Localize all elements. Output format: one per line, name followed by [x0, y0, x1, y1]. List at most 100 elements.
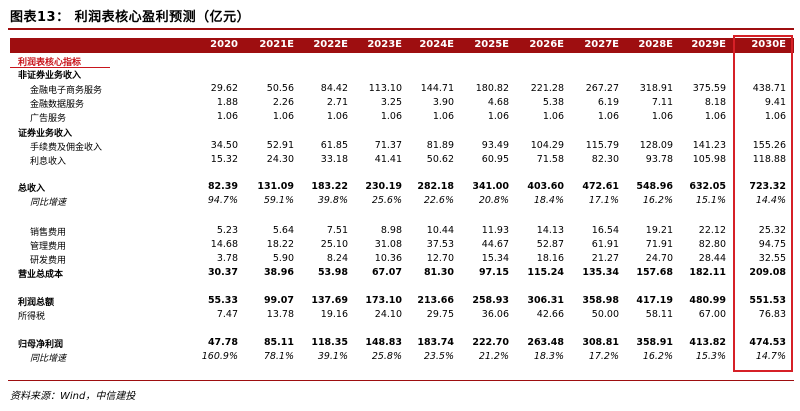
table-cell: 37.53 [426, 239, 454, 250]
table-cell: 6.19 [597, 97, 619, 108]
table-cell: 3.25 [380, 97, 402, 108]
table-cell: 10.36 [374, 253, 402, 264]
table-cell: 8.18 [704, 97, 726, 108]
table-cell: 2.71 [326, 97, 348, 108]
table-cell: 1.06 [272, 111, 294, 122]
table-row: 非证券业务收入 [10, 67, 794, 81]
table-row: 同比增速 94.7% 59.1% 39.8% 25.6% 22.6% 20.8% 18.4% 1… [10, 194, 794, 208]
column-header: 2022E [313, 39, 348, 50]
table-cell: 14.68 [210, 239, 238, 250]
table-cell: 50.00 [591, 309, 619, 320]
table-header-row: 2020 2021E 2022E 2023E 2024E 2025E 2026E 2027E 2… [10, 38, 794, 53]
table-row: 归母净利润 47.78 85.11 118.35 148.83 183.74 222.70 2… [10, 336, 794, 350]
table-cell: 358.91 [636, 337, 673, 348]
table-cell: 39.8% [317, 195, 348, 206]
table-cell: 93.49 [481, 140, 509, 151]
table-cell: 1.06 [704, 111, 726, 122]
row-label: 归母净利润 [18, 340, 64, 350]
table-cell: 1.88 [216, 97, 238, 108]
table-cell: 24.30 [266, 154, 294, 165]
table-cell: 1.06 [326, 111, 348, 122]
table-cell: 31.08 [374, 239, 402, 250]
table-cell: 474.53 [749, 337, 786, 348]
table-cell: 50.56 [266, 83, 294, 94]
table-cell: 14.13 [536, 225, 564, 236]
row-label: 金融数据服务 [30, 100, 85, 110]
table-cell: 148.83 [365, 337, 402, 348]
table-cell: 180.82 [475, 83, 509, 94]
table-cell: 7.51 [326, 225, 348, 236]
table-cell: 25.8% [371, 351, 402, 362]
table-cell: 67.07 [371, 267, 402, 278]
table-cell: 209.08 [749, 267, 786, 278]
table-cell: 20.8% [478, 195, 509, 206]
column-header: 2030E [751, 39, 786, 50]
table-cell: 22.6% [423, 195, 454, 206]
table-row: 手续费及佣金收入 34.50 52.91 61.85 71.37 81.89 93.49 10… [10, 139, 794, 153]
table-cell: 81.89 [426, 140, 454, 151]
table-cell: 18.16 [536, 253, 564, 264]
table-cell: 318.91 [639, 83, 673, 94]
table-cell: 472.61 [582, 181, 619, 192]
table-cell: 7.11 [651, 97, 673, 108]
table-cell: 7.47 [216, 309, 238, 320]
row-label: 管理费用 [30, 242, 67, 252]
table-cell: 3.78 [216, 253, 238, 264]
column-header: 2028E [638, 39, 673, 50]
table-cell: 18.3% [533, 351, 564, 362]
table-cell: 14.7% [755, 351, 786, 362]
table-cell: 358.98 [582, 295, 619, 306]
table-cell: 10.44 [426, 225, 454, 236]
figure-title-bar: 图表13： 利润表核心盈利预测（亿元） [0, 0, 800, 32]
table-cell: 141.23 [692, 140, 726, 151]
table-cell: 19.16 [320, 309, 348, 320]
table-cell: 71.91 [645, 239, 673, 250]
table-row: 利息收入 15.32 24.30 33.18 41.41 50.62 60.95 71.58 8… [10, 153, 794, 167]
table-cell: 306.31 [527, 295, 564, 306]
table-cell: 85.11 [263, 337, 294, 348]
table-cell: 1.06 [216, 111, 238, 122]
table-cell: 32.55 [758, 253, 786, 264]
table-cell: 15.1% [695, 195, 726, 206]
table-cell: 258.93 [472, 295, 509, 306]
table-cell: 13.78 [266, 309, 294, 320]
row-label: 非证券业务收入 [18, 71, 82, 81]
row-label: 研发费用 [30, 256, 67, 266]
table-cell: 29.62 [210, 83, 238, 94]
table-cell: 71.58 [536, 154, 564, 165]
column-header: 2023E [367, 39, 402, 50]
table-cell: 438.71 [752, 83, 786, 94]
table-cell: 53.98 [317, 267, 348, 278]
table-row: 利润表核心指标 [10, 54, 794, 68]
table-cell: 29.75 [426, 309, 454, 320]
table-cell: 1.06 [597, 111, 619, 122]
table-cell: 113.10 [368, 83, 402, 94]
bottom-rule [8, 380, 794, 381]
table-row: 管理费用 14.68 18.22 25.10 31.08 37.53 44.67 52.87 6… [10, 238, 794, 252]
row-label: 利润总额 [18, 298, 55, 308]
table-cell: 8.24 [326, 253, 348, 264]
table-cell: 16.2% [642, 351, 673, 362]
table-cell: 308.81 [582, 337, 619, 348]
table-row: 营业总成本 30.37 38.96 53.98 67.07 81.30 97.15 115.2… [10, 266, 794, 280]
table-cell: 81.30 [423, 267, 454, 278]
table-cell: 24.10 [374, 309, 402, 320]
table-cell: 1.06 [432, 111, 454, 122]
table-cell: 403.60 [527, 181, 564, 192]
table-cell: 1.06 [651, 111, 673, 122]
table-cell: 19.21 [645, 225, 673, 236]
table-cell: 99.07 [263, 295, 294, 306]
table-cell: 17.2% [588, 351, 619, 362]
table-cell: 52.91 [266, 140, 294, 151]
table-row: 销售费用 5.23 5.64 7.51 8.98 10.44 11.93 14.13 16.54… [10, 224, 794, 238]
table-cell: 14.4% [755, 195, 786, 206]
table-cell: 1.06 [380, 111, 402, 122]
table-cell: 12.70 [426, 253, 454, 264]
table-cell: 135.34 [582, 267, 619, 278]
table-cell: 104.29 [530, 140, 564, 151]
row-label: 金融电子商务服务 [30, 86, 103, 96]
table-cell: 33.18 [320, 154, 348, 165]
table-cell: 44.67 [481, 239, 509, 250]
table-cell: 42.66 [536, 309, 564, 320]
column-header: 2029E [691, 39, 726, 50]
